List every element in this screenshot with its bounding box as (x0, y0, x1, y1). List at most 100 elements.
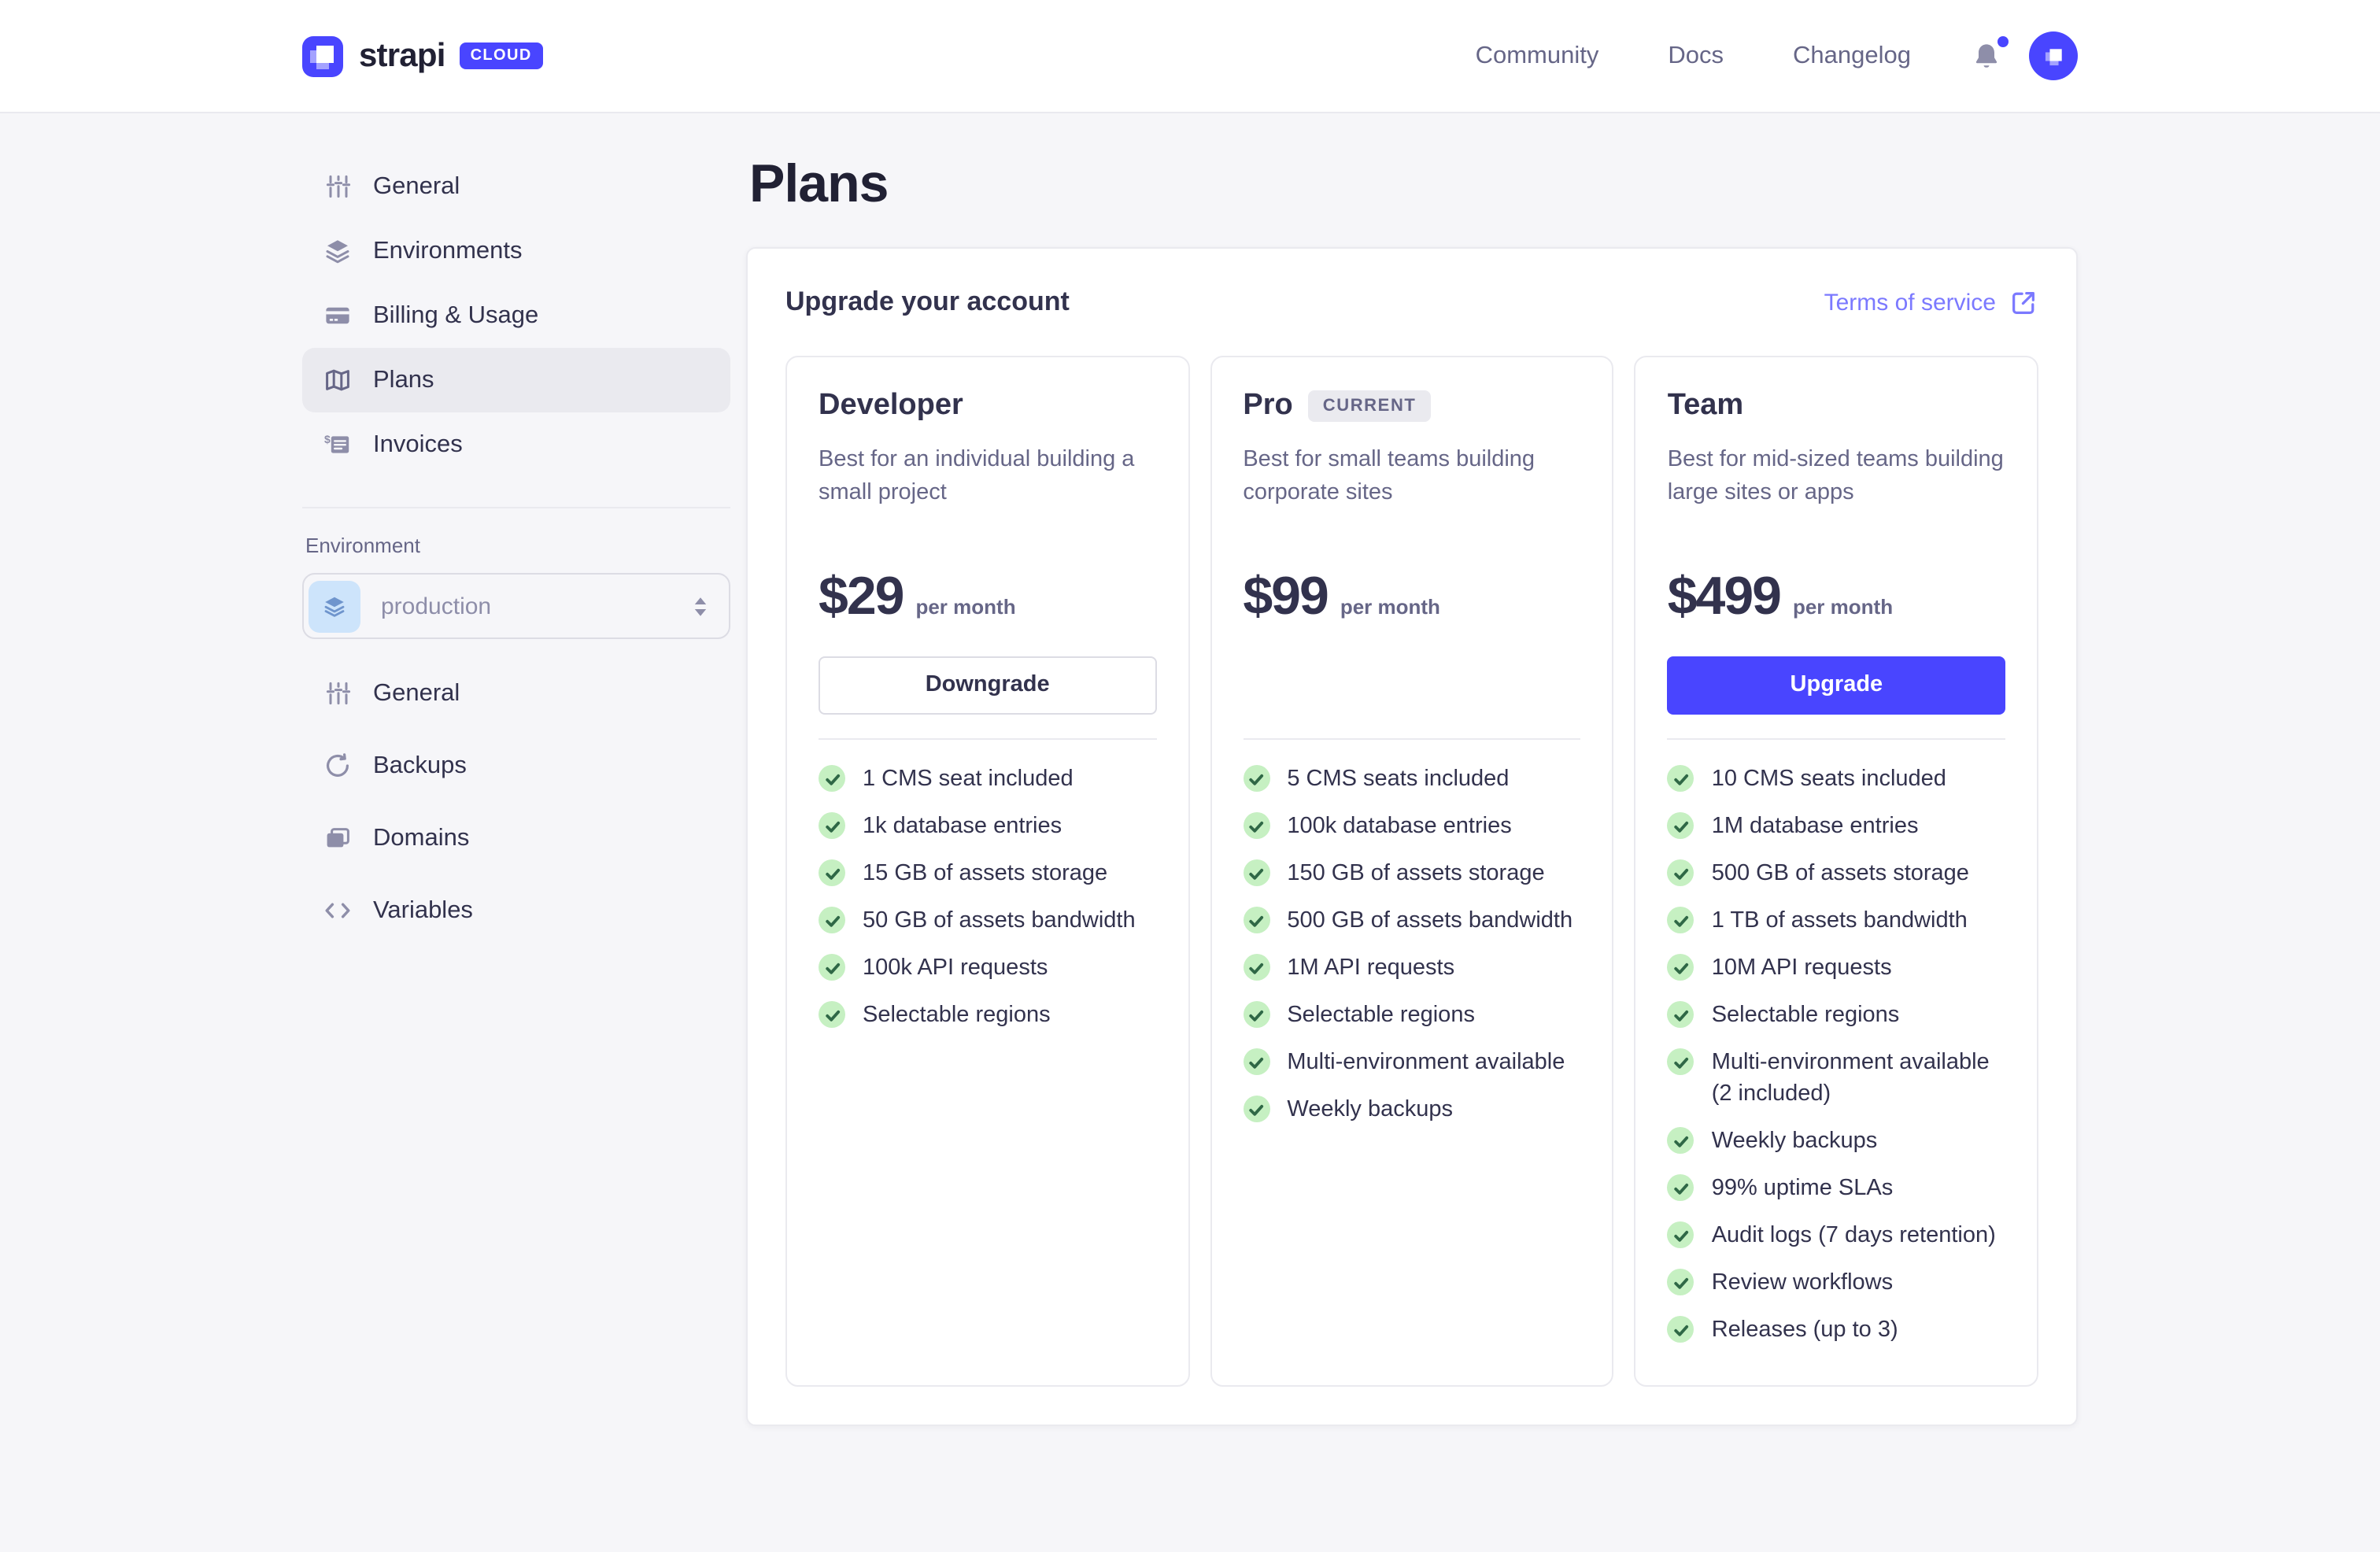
feature-item: 99% uptime SLAs (1667, 1164, 2005, 1211)
cloud-badge: CLOUD (459, 42, 543, 69)
feature-item: 1M API requests (1243, 944, 1580, 991)
check-icon (1667, 859, 1694, 886)
strapi-logo-icon (302, 35, 343, 76)
feature-item: 15 GB of assets storage (819, 849, 1156, 896)
sidebar-item-backups[interactable]: Backups (302, 734, 730, 798)
check-icon (819, 907, 845, 933)
sliders-icon (321, 173, 353, 200)
sidebar-item-label: Plans (373, 366, 434, 393)
check-icon (1667, 907, 1694, 933)
feature-item: Weekly backups (1243, 1085, 1580, 1133)
plan-period: per month (1792, 594, 1894, 618)
plan-card-pro: Pro CURRENT Best for small teams buildin… (1210, 356, 1614, 1386)
check-icon (1243, 954, 1270, 981)
check-icon (1667, 1269, 1694, 1295)
feature-item: Multi-environment available (1243, 1038, 1580, 1085)
upgrade-button[interactable]: Upgrade (1667, 656, 2006, 714)
sidebar-divider (302, 507, 730, 508)
sliders-icon (321, 680, 353, 707)
settings-sidebar: General Environments Billing & Usage Pla… (302, 113, 730, 1425)
nav-link-community[interactable]: Community (1475, 42, 1599, 68)
nav-link-docs[interactable]: Docs (1668, 42, 1724, 68)
window-icon (321, 825, 353, 852)
plan-description: Best for an individual building a small … (819, 447, 1135, 505)
feature-item: Review workflows (1667, 1258, 2005, 1306)
feature-item: 10 CMS seats included (1667, 755, 2005, 802)
sidebar-item-domains[interactable]: Domains (302, 806, 730, 870)
sidebar-item-label: Billing & Usage (373, 301, 539, 328)
notifications-button[interactable] (1971, 35, 2009, 72)
svg-text:$: $ (323, 433, 330, 445)
check-icon (819, 859, 845, 886)
plan-name: Pro (1243, 389, 1293, 422)
layers-icon (321, 238, 353, 264)
strapi-cloud-logo[interactable]: strapi CLOUD (302, 35, 543, 76)
check-icon (1667, 1221, 1694, 1248)
plan-cards: Developer Best for an individual buildin… (785, 356, 2039, 1386)
environment-select-value: production (381, 593, 492, 619)
terms-of-service-label: Terms of service (1824, 289, 1996, 316)
plan-price: $29 (819, 566, 904, 626)
credit-card-icon (321, 302, 353, 329)
check-icon (1243, 859, 1270, 886)
sidebar-item-plans[interactable]: Plans (302, 348, 730, 412)
check-icon (1243, 765, 1270, 792)
top-bar: strapi CLOUD Community Docs Changelog (0, 0, 2380, 113)
check-icon (1667, 1048, 1694, 1075)
plan-card-developer: Developer Best for an individual buildin… (785, 356, 1190, 1386)
check-icon (1667, 812, 1694, 839)
avatar[interactable] (2029, 31, 2078, 80)
check-icon (1667, 1127, 1694, 1154)
feature-item: 1 CMS seat included (819, 755, 1156, 802)
feature-item: 5 CMS seats included (1243, 755, 1580, 802)
plan-divider (1243, 737, 1581, 739)
sidebar-item-environments[interactable]: Environments (302, 219, 730, 283)
sidebar-item-invoices[interactable]: $ Invoices (302, 412, 730, 477)
page-title: Plans (749, 154, 889, 214)
feature-item: 500 GB of assets bandwidth (1243, 896, 1580, 944)
plan-description: Best for small teams building corporate … (1243, 447, 1536, 505)
feature-item: Multi-environment available (2 included) (1667, 1038, 2005, 1117)
avatar-strapi-icon (2044, 48, 2061, 65)
upgrade-panel: Upgrade your account Terms of service De… (746, 247, 2078, 1425)
plan-name: Team (1667, 389, 1744, 422)
plan-description: Best for mid-sized teams building large … (1667, 447, 2004, 505)
plan-price: $499 (1667, 566, 1782, 626)
check-icon (1667, 1174, 1694, 1201)
terms-of-service-link[interactable]: Terms of service (1824, 287, 2038, 317)
sidebar-item-env-general[interactable]: General (302, 661, 730, 726)
feature-item: Weekly backups (1667, 1117, 2005, 1164)
bell-icon (1975, 43, 1998, 67)
plan-period: per month (915, 594, 1016, 618)
feature-item: 50 GB of assets bandwidth (819, 896, 1156, 944)
environment-select[interactable]: production (302, 573, 730, 639)
panel-title: Upgrade your account (785, 286, 1070, 316)
plan-price: $99 (1243, 566, 1329, 626)
feature-item: 1 TB of assets bandwidth (1667, 896, 2005, 944)
main-content: Plans Upgrade your account Terms of serv… (746, 113, 2078, 1425)
environment-nav: General Backups Domains (302, 661, 730, 943)
check-icon (819, 765, 845, 792)
select-updown-icon (694, 597, 707, 615)
check-icon (819, 1001, 845, 1028)
feature-item: Releases (up to 3) (1667, 1306, 2005, 1353)
sidebar-item-billing-usage[interactable]: Billing & Usage (302, 283, 730, 348)
check-icon (1243, 1001, 1270, 1028)
check-icon (1243, 1096, 1270, 1122)
check-icon (1667, 765, 1694, 792)
downgrade-button[interactable]: Downgrade (819, 656, 1157, 714)
plan-card-team: Team Best for mid-sized teams building l… (1634, 356, 2039, 1386)
feature-item: 100k API requests (819, 944, 1156, 991)
sidebar-item-label: General (373, 679, 460, 706)
check-icon (819, 954, 845, 981)
sidebar-item-general[interactable]: General (302, 154, 730, 219)
feature-list: 10 CMS seats included 1M database entrie… (1667, 755, 2005, 1353)
sidebar-item-variables[interactable]: Variables (302, 878, 730, 943)
nav-link-changelog[interactable]: Changelog (1793, 42, 1911, 68)
feature-item: 500 GB of assets storage (1667, 849, 2005, 896)
sidebar-item-label: General (373, 172, 460, 199)
check-icon (1667, 1001, 1694, 1028)
sidebar-item-label: Variables (373, 896, 473, 923)
refresh-icon (321, 752, 353, 779)
